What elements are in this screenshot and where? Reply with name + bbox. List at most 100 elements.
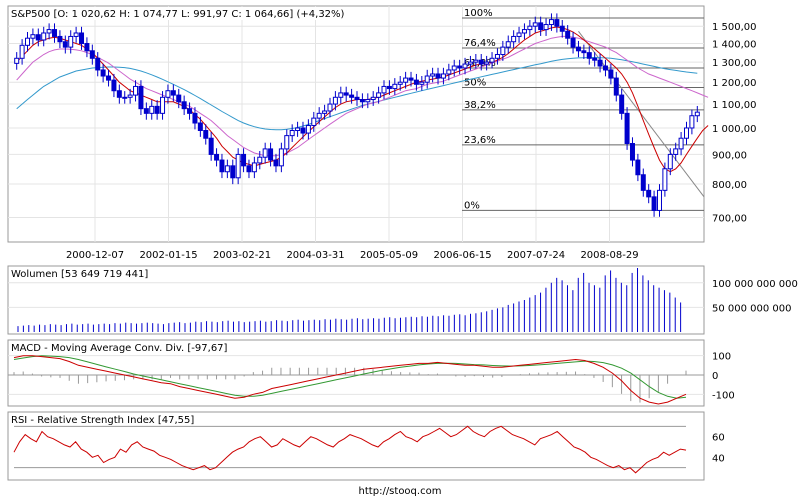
candle-body <box>359 99 365 103</box>
candle-body <box>89 50 95 59</box>
price-candles <box>14 13 700 217</box>
candle-body <box>160 96 166 114</box>
price-label: S&P500 [O: 1 020,62 H: 1 074,77 L: 991,9… <box>11 9 345 20</box>
candle-body <box>446 69 452 75</box>
candle-body <box>311 117 317 126</box>
candle-body <box>635 159 641 176</box>
candle-body <box>381 85 387 94</box>
rsi-grid <box>14 425 686 469</box>
volume-bars <box>17 268 682 332</box>
price-label-bg <box>9 7 344 20</box>
candle-body <box>457 65 463 69</box>
candle-body <box>397 81 403 85</box>
volume-panel: 100 000 000 000 50 000 000 000 Wolumen [5… <box>7 265 798 335</box>
candle-body <box>619 94 625 114</box>
candle-body <box>262 148 268 158</box>
candle-body <box>413 79 419 85</box>
macd-panel: 100 0 -100 MACD - Moving Average Conv. Div… <box>7 339 735 407</box>
candle-body <box>230 165 236 179</box>
price-x-tick-label: 2000-12-07 <box>66 250 124 261</box>
price-x-tick-label: 2004-03-31 <box>286 250 344 261</box>
candle-body <box>25 37 31 46</box>
price-x-tick-label: 2005-05-09 <box>360 250 418 261</box>
candle-body <box>79 32 85 45</box>
candle-body <box>100 69 106 77</box>
candle-body <box>494 54 500 59</box>
candle-body <box>575 46 581 52</box>
price-y-tick-label: 900,00 <box>712 150 747 161</box>
volume-y-tick-label: 100 000 000 000 <box>712 279 798 290</box>
fib-level-label: 100% <box>464 8 493 19</box>
candle-body <box>106 75 112 81</box>
candle-body <box>430 73 436 77</box>
macd-line <box>13 355 687 405</box>
candle-body <box>354 96 360 101</box>
candle-body <box>154 105 160 114</box>
candle-body <box>500 46 506 56</box>
candle-body <box>73 32 79 37</box>
candle-body <box>667 153 673 170</box>
candle-body <box>197 122 203 131</box>
rsi-y-axis: 60 40 <box>712 433 725 465</box>
candle-body <box>565 30 571 39</box>
price-panel-frame <box>7 5 705 243</box>
fib-level-label: 76,4% <box>464 38 496 49</box>
volume-y-axis: 100 000 000 000 50 000 000 000 <box>712 279 798 315</box>
price-y-axis: 1 500,00 1 400,00 1 300,00 1 200,00 1 100,00… <box>712 22 757 224</box>
candle-body <box>149 105 155 114</box>
footer-url[interactable]: http://stooq.com <box>359 486 442 497</box>
macd-signal-line <box>13 355 687 399</box>
fib-level-label: 0% <box>464 200 480 211</box>
candle-body <box>424 75 430 83</box>
candle-body <box>403 77 409 83</box>
candle-body <box>451 65 457 71</box>
candle-body <box>19 44 25 59</box>
candle-body <box>349 94 355 98</box>
candle-body <box>511 35 517 43</box>
price-y-tick-label: 1 300,00 <box>712 58 757 69</box>
candle-body <box>241 153 247 167</box>
price-x-axis: 2000-12-07 2002-01-15 2003-02-21 2004-03-31… <box>66 250 639 261</box>
rsi-panel-frame <box>7 411 705 481</box>
candle-body <box>586 52 592 59</box>
candle-body <box>52 29 58 37</box>
candle-body <box>176 94 182 103</box>
candle-body <box>651 196 657 211</box>
price-y-tick-label: 1 200,00 <box>712 78 757 89</box>
price-y-tick-label: 1 000,00 <box>712 124 757 135</box>
candle-body <box>505 41 511 48</box>
candle-body <box>570 37 576 48</box>
candle-body <box>532 22 538 27</box>
candle-body <box>386 85 392 90</box>
candle-body <box>678 137 684 150</box>
candle-body <box>689 115 695 129</box>
candle-body <box>554 19 560 27</box>
candle-body <box>84 43 90 52</box>
price-x-tick-label: 2007-07-24 <box>507 250 565 261</box>
candle-body <box>133 85 139 96</box>
candle-body <box>516 32 522 37</box>
candle-body <box>278 148 284 167</box>
candle-body <box>95 57 101 71</box>
candle-body <box>332 96 338 105</box>
candle-body <box>559 25 565 32</box>
candle-body <box>30 34 36 39</box>
candle-body <box>268 148 274 161</box>
candle-body <box>597 59 603 67</box>
rsi-panel: 60 40 RSI - Relative Strength Index [47,5… <box>7 411 725 481</box>
candle-body <box>251 162 257 173</box>
candle-body <box>646 189 652 198</box>
candle-body <box>289 129 295 137</box>
rsi-label: RSI - Relative Strength Index [47,55] <box>11 415 194 426</box>
candle-body <box>192 112 198 124</box>
candle-body <box>592 57 598 61</box>
candle-body <box>273 159 279 167</box>
candle-body <box>187 108 193 114</box>
candle-body <box>284 135 290 150</box>
rsi-line <box>13 425 687 474</box>
candle-body <box>305 124 311 134</box>
candle-body <box>694 111 700 117</box>
candle-body <box>613 77 619 96</box>
